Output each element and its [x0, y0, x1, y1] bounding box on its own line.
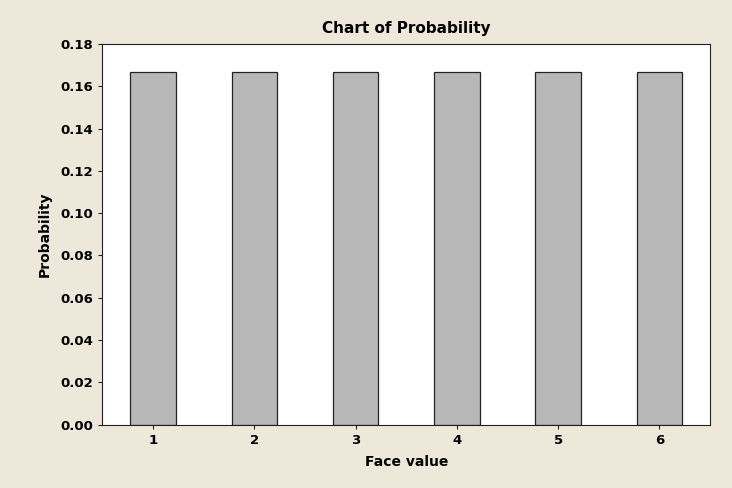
Bar: [434, 72, 479, 425]
Bar: [231, 72, 277, 425]
Bar: [535, 72, 581, 425]
X-axis label: Face value: Face value: [365, 455, 448, 469]
Bar: [637, 72, 682, 425]
Title: Chart of Probability: Chart of Probability: [322, 21, 490, 36]
Bar: [130, 72, 176, 425]
Y-axis label: Probability: Probability: [38, 191, 52, 277]
Bar: [333, 72, 378, 425]
